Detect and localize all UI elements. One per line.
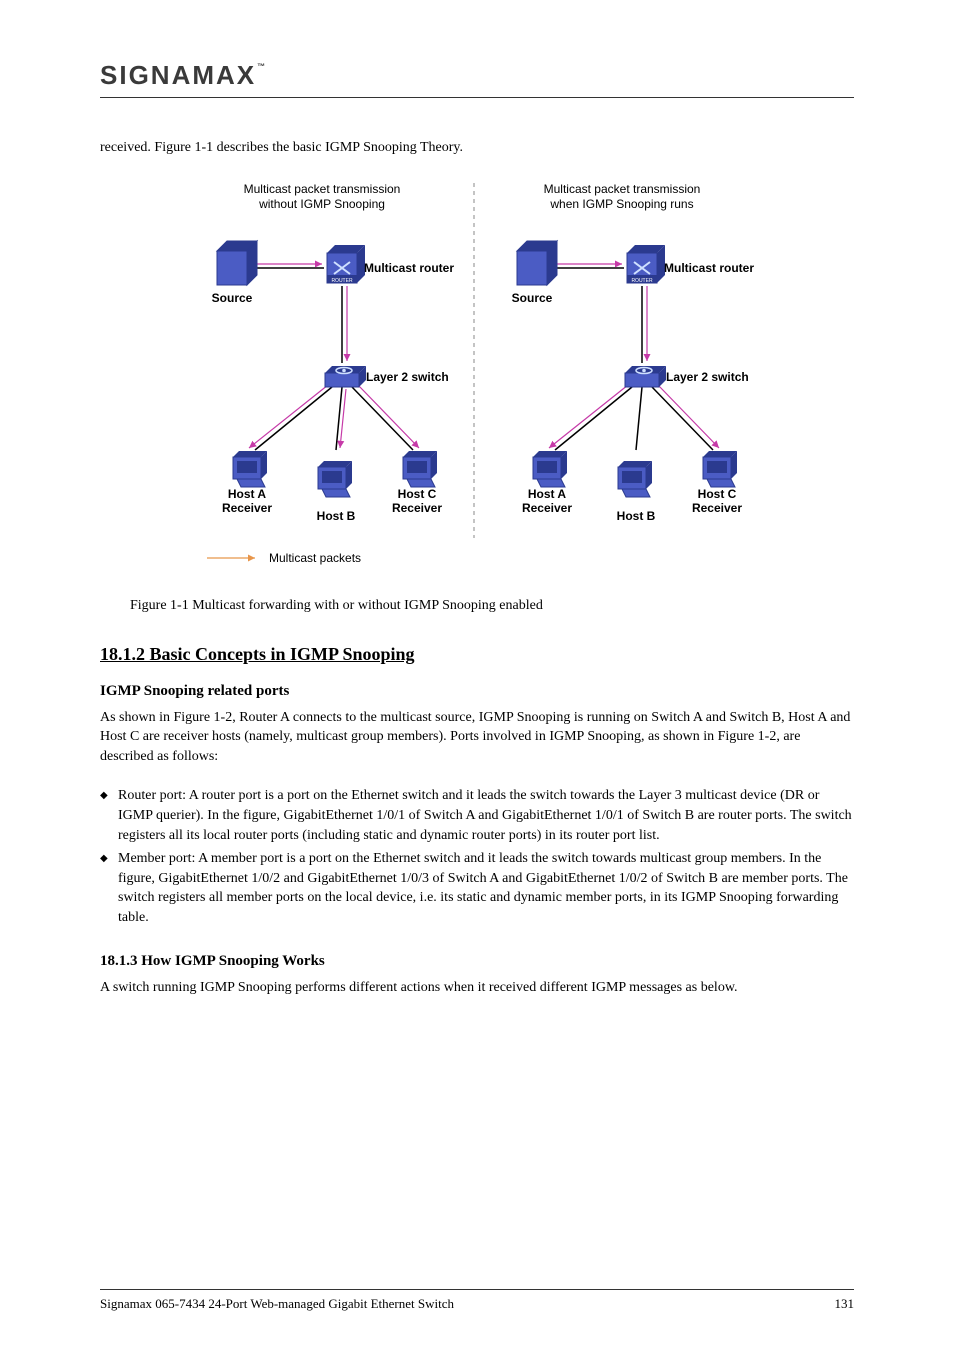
section-18-1-2-title: 18.1.2 Basic Concepts in IGMP Snooping [100,644,854,665]
svg-text:ROUTER: ROUTER [331,278,353,284]
svg-text:Source: Source [212,291,253,305]
port-definition-list: Router port: A router port is a port on … [100,786,854,927]
svg-text:Host A: Host A [528,487,567,501]
footer-product-name: Signamax 065-7434 24-Port Web-managed Gi… [100,1296,454,1312]
svg-text:Multicast packet transmission: Multicast packet transmission [544,182,701,196]
svg-text:without IGMP Snooping: without IGMP Snooping [258,197,385,211]
svg-text:Host B: Host B [317,509,356,523]
svg-text:Host C: Host C [698,487,737,501]
svg-text:Receiver: Receiver [692,501,742,515]
subsection-ports-heading: IGMP Snooping related ports [100,683,854,700]
bullet-router-port: Router port: A router port is a port on … [118,786,854,845]
bullet-member-port: Member port: A member port is a port on … [118,849,854,927]
svg-text:Receiver: Receiver [222,501,272,515]
svg-text:Host C: Host C [398,487,437,501]
svg-text:Layer 2 switch: Layer 2 switch [366,370,449,384]
brand-logo: SIGNAMAX™ [100,60,264,91]
header-divider [100,97,854,98]
section-18-1-2-para: As shown in Figure 1-2, Router A connect… [100,708,854,767]
section-18-1-3-title: 18.1.3 How IGMP Snooping Works [100,953,854,970]
svg-text:ROUTER: ROUTER [631,278,653,284]
svg-text:Receiver: Receiver [392,501,442,515]
svg-text:Multicast router: Multicast router [364,261,454,275]
svg-text:Multicast packet transmission: Multicast packet transmission [244,182,401,196]
footer-page-number: 131 [835,1296,855,1312]
svg-text:when IGMP Snooping runs: when IGMP Snooping runs [549,197,693,211]
section-18-1-3-para: A switch running IGMP Snooping performs … [100,978,854,998]
footer-divider [100,1289,854,1290]
svg-text:Multicast packets: Multicast packets [269,551,361,565]
svg-text:Receiver: Receiver [522,501,572,515]
page-footer: Signamax 065-7434 24-Port Web-managed Gi… [100,1296,854,1312]
brand-logo-text: SIGNAMAX [100,60,256,90]
figure-caption: Figure 1-1 Multicast forwarding with or … [100,598,854,614]
svg-text:Host B: Host B [617,509,656,523]
intro-paragraph: received. Figure 1-1 describes the basic… [100,138,854,158]
svg-text:Source: Source [512,291,553,305]
network-diagram: Multicast packet transmissionwithout IGM… [177,178,777,578]
svg-text:Multicast router: Multicast router [664,261,754,275]
trademark-symbol: ™ [257,62,265,71]
svg-text:Host A: Host A [228,487,267,501]
svg-text:Layer 2 switch: Layer 2 switch [666,370,749,384]
